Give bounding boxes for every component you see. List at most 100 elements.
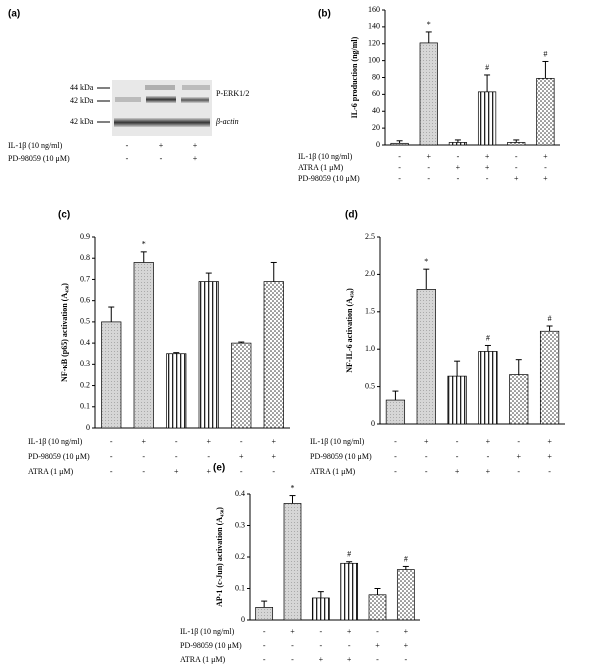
condition-label: ATRA (1 μM) bbox=[310, 467, 356, 476]
y-tick-label: 0 bbox=[241, 615, 245, 624]
condition-sign: - bbox=[110, 467, 113, 476]
bar bbox=[539, 330, 560, 425]
bar bbox=[133, 262, 154, 429]
condition-sign: + bbox=[485, 163, 490, 172]
y-axis-label: NF-κB (p65) activation (A₄₅₀) bbox=[60, 283, 69, 382]
condition-sign: - bbox=[427, 174, 430, 183]
y-tick-label: 0.1 bbox=[80, 402, 90, 411]
condition-sign: - bbox=[394, 437, 397, 446]
condition-sign: - bbox=[207, 452, 210, 461]
condition-sign: + bbox=[547, 437, 552, 446]
condition-sign: + bbox=[543, 152, 548, 161]
condition-label: IL-1β (10 ng/ml) bbox=[298, 152, 353, 161]
y-tick-label: 0.2 bbox=[235, 552, 245, 561]
condition-sign: + bbox=[485, 152, 490, 161]
annotation: # bbox=[548, 314, 552, 323]
annotation: # bbox=[485, 63, 489, 72]
condition-sign: - bbox=[263, 655, 266, 664]
bar bbox=[368, 594, 387, 621]
annotation: # bbox=[404, 554, 408, 563]
condition-sign: - bbox=[319, 627, 322, 636]
panel-label: (d) bbox=[345, 210, 358, 221]
condition-sign: - bbox=[272, 467, 275, 476]
condition-sign: + bbox=[404, 627, 409, 636]
annotation: # bbox=[347, 550, 351, 559]
condition-label: PD-98059 (10 μM) bbox=[28, 452, 90, 461]
condition-sign: + bbox=[239, 452, 244, 461]
condition-sign: + bbox=[455, 467, 460, 476]
condition-sign: + bbox=[347, 655, 352, 664]
condition-sign: + bbox=[547, 452, 552, 461]
y-tick-label: 120 bbox=[368, 39, 380, 48]
y-tick-label: 0.2 bbox=[80, 380, 90, 389]
y-tick-label: 0.7 bbox=[80, 274, 90, 283]
panel-label: (c) bbox=[58, 210, 70, 221]
panel-label: (b) bbox=[318, 9, 331, 20]
condition-sign: + bbox=[426, 152, 431, 161]
condition-sign: - bbox=[427, 163, 430, 172]
blot-band bbox=[182, 85, 210, 90]
condition-label: PD-98059 (10 μM) bbox=[180, 641, 242, 650]
y-tick-label: 0.4 bbox=[80, 338, 90, 347]
bar bbox=[390, 142, 409, 146]
condition-sign: - bbox=[175, 452, 178, 461]
condition-sign: - bbox=[376, 627, 379, 636]
condition-sign: + bbox=[404, 641, 409, 650]
condition-label: IL-1β (10 ng/ml) bbox=[310, 437, 365, 446]
condition-sign: - bbox=[263, 627, 266, 636]
condition-sign: + bbox=[141, 437, 146, 446]
condition-sign: - bbox=[126, 154, 129, 163]
y-tick-label: 0.1 bbox=[235, 583, 245, 592]
condition-sign: + bbox=[486, 467, 491, 476]
condition-sign: - bbox=[425, 467, 428, 476]
condition-sign: - bbox=[517, 467, 520, 476]
y-tick-label: 20 bbox=[372, 123, 380, 132]
condition-label: IL-1β (10 ng/ml) bbox=[8, 141, 63, 150]
bar bbox=[478, 351, 498, 425]
y-tick-label: 0.5 bbox=[80, 317, 90, 326]
y-tick-label: 0.6 bbox=[80, 295, 90, 304]
condition-sign: + bbox=[319, 655, 324, 664]
marker-label: 42 kDa bbox=[70, 96, 94, 105]
y-tick-label: 100 bbox=[368, 55, 380, 64]
condition-sign: - bbox=[394, 452, 397, 461]
bar bbox=[416, 289, 436, 425]
bar bbox=[536, 77, 555, 146]
bar bbox=[509, 374, 529, 425]
condition-label: IL-1β (10 ng/ml) bbox=[28, 437, 83, 446]
y-axis-label: AP-1 (c-Jun) activation (A₄₅₀) bbox=[215, 507, 224, 607]
condition-label: ATRA (1 μM) bbox=[28, 467, 74, 476]
condition-sign: - bbox=[160, 154, 163, 163]
blot-band bbox=[146, 96, 176, 103]
condition-sign: - bbox=[398, 152, 401, 161]
condition-sign: - bbox=[486, 174, 489, 183]
condition-sign: - bbox=[515, 152, 518, 161]
condition-sign: - bbox=[517, 437, 520, 446]
y-tick-label: 0.3 bbox=[80, 359, 90, 368]
bar bbox=[507, 142, 526, 146]
condition-sign: - bbox=[126, 141, 129, 150]
y-tick-label: 0.9 bbox=[80, 232, 90, 241]
bar bbox=[283, 503, 302, 621]
y-tick-label: 60 bbox=[372, 89, 380, 98]
bar bbox=[166, 353, 187, 429]
condition-sign: + bbox=[375, 641, 380, 650]
condition-sign: - bbox=[175, 437, 178, 446]
condition-sign: + bbox=[486, 437, 491, 446]
bar bbox=[263, 281, 284, 429]
y-tick-label: 1.0 bbox=[365, 344, 375, 353]
condition-sign: - bbox=[263, 641, 266, 650]
bar bbox=[419, 42, 438, 146]
annotation: # bbox=[486, 333, 490, 342]
condition-sign: + bbox=[347, 627, 352, 636]
condition-sign: - bbox=[457, 174, 460, 183]
y-tick-label: 1.5 bbox=[365, 307, 375, 316]
condition-sign: + bbox=[543, 174, 548, 183]
condition-sign: - bbox=[404, 655, 407, 664]
condition-sign: - bbox=[487, 452, 490, 461]
condition-sign: - bbox=[394, 467, 397, 476]
bar bbox=[340, 562, 359, 621]
condition-sign: - bbox=[457, 152, 460, 161]
condition-sign: - bbox=[398, 163, 401, 172]
